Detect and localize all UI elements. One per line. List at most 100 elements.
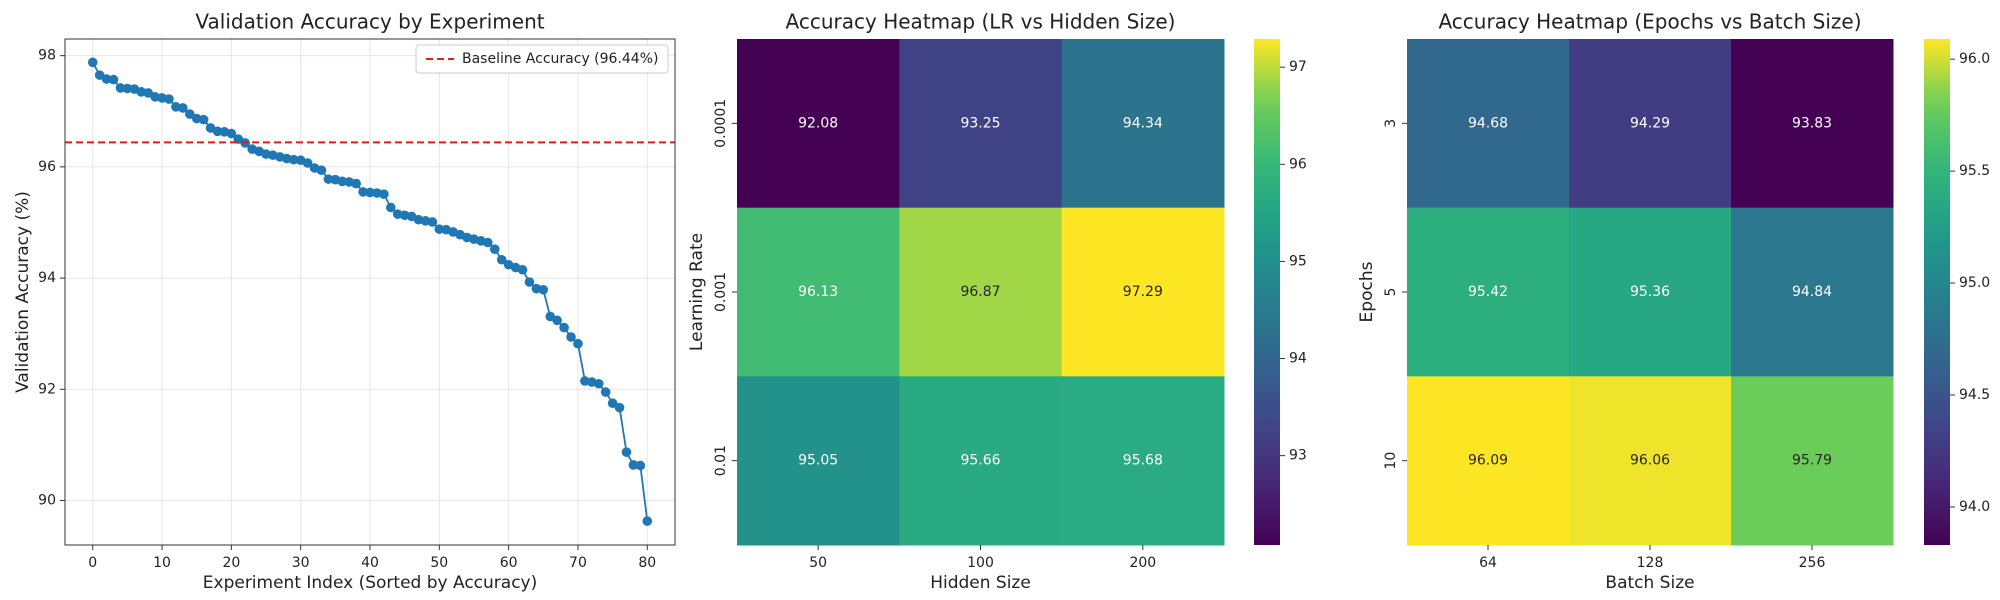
cell-label: 95.79 [1792,453,1832,469]
data-point [337,176,348,187]
heat-cell [899,39,1063,209]
heat-cell [1569,207,1732,377]
x-tick-label: 256 [1799,555,1826,571]
cell-label: 95.36 [1630,284,1670,300]
colorbar-tick-label: 97 [1289,59,1307,75]
data-point [566,332,576,342]
data-point [365,187,375,198]
cell-label: 95.66 [960,453,1000,469]
heat-cell [1061,39,1225,209]
data-point [212,126,223,137]
cell-label: 95.05 [798,453,838,469]
x-tick-label: 60 [500,555,518,571]
data-point [614,402,625,413]
data-point [573,338,583,349]
cell-label: 94.84 [1792,284,1832,300]
colorbar [1254,39,1280,545]
colorbar-tick-label: 95.5 [1959,163,1990,179]
heat-cell [899,376,1063,546]
heat-cell [1407,39,1570,209]
heat-cell [1061,207,1225,377]
data-point [593,378,604,389]
heat-cell [737,207,900,377]
chart-title: Accuracy Heatmap (Epochs vs Batch Size) [1438,10,1861,34]
legend-box [415,44,669,74]
colorbar-tick-label: 94.0 [1959,499,1990,515]
heat-cell [1569,376,1732,546]
cell-label: 93.83 [1792,115,1832,131]
axis-title: Learning Rate [687,233,707,351]
data-point [288,154,299,165]
x-tick-label: 70 [569,555,587,571]
axis-title: Epochs [1357,261,1377,322]
data-point [489,244,500,254]
data-point [483,237,493,248]
data-point [642,516,653,526]
heat-cell [1407,376,1570,546]
x-tick-label: 30 [292,555,310,571]
axis-title: Experiment Index (Sorted by Accuracy) [203,573,537,593]
data-point [226,128,237,139]
data-point [351,178,361,189]
y-tick-label: 96 [38,159,56,175]
colorbar-tick-label: 95.0 [1959,275,1990,291]
axis-title: Validation Accuracy (%) [13,191,33,393]
x-tick-label: 50 [809,555,827,571]
heat-cell [1731,207,1894,377]
y-tick-label: 3 [1383,119,1399,128]
colorbar-tick-label: 93 [1289,448,1307,464]
x-tick-label: 50 [430,555,448,571]
x-tick-label: 128 [1637,555,1664,571]
y-tick-label: 10 [1383,452,1399,470]
data-point [427,217,438,227]
axis-title: Batch Size [1605,573,1694,593]
y-tick-label: 94 [38,270,56,286]
x-tick-label: 80 [638,555,656,571]
data-point [517,264,528,275]
cell-label: 96.09 [1468,453,1508,469]
data-point [101,74,112,84]
x-tick-label: 0 [88,555,97,571]
heat-cell [737,39,900,209]
chart-title: Accuracy Heatmap (LR vs Hidden Size) [786,10,1176,34]
data-point [108,74,119,85]
x-tick-label: 20 [222,555,240,571]
cell-label: 92.08 [798,115,838,131]
cell-label: 94.29 [1630,115,1670,131]
data-point [524,277,535,287]
data-point [302,158,313,168]
colorbar [1924,39,1950,545]
data-point [496,254,507,265]
y-tick-label: 90 [38,493,56,509]
data-point [600,387,611,397]
y-tick-label: 0.001 [713,272,729,312]
data-point [122,83,133,94]
y-tick-label: 0.01 [713,445,729,476]
data-point [559,322,569,333]
cell-label: 94.68 [1468,115,1508,131]
heat-cell [1061,376,1225,546]
heat-cell [899,207,1063,377]
data-point [538,284,549,295]
data-point [358,187,368,197]
data-point [323,174,334,184]
data-point [316,165,327,176]
x-tick-label: 64 [1479,555,1497,571]
data-point [385,202,396,213]
heat-cell [737,376,900,546]
data-point [379,189,389,199]
colorbar-tick-label: 95 [1289,253,1307,269]
heat-cell [1731,376,1894,546]
colorbar-tick-label: 94 [1289,351,1307,367]
cell-label: 96.06 [1630,453,1670,469]
cell-label: 96.13 [798,284,838,300]
y-tick-label: 0.0001 [713,99,729,148]
cell-label: 97.29 [1123,284,1163,300]
x-tick-label: 40 [361,555,379,571]
data-point [552,315,562,326]
legend-label: Baseline Accuracy (96.44%) [462,51,658,67]
data-point [178,103,188,113]
cell-label: 96.87 [960,284,1000,300]
data-point [164,94,174,104]
